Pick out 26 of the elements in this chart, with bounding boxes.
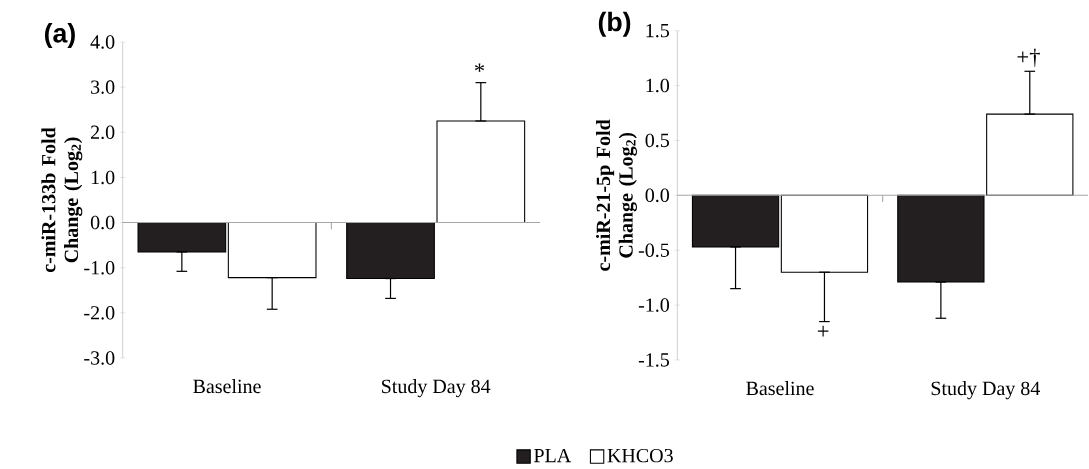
x-tick-label: Study Day 84 bbox=[931, 380, 1040, 400]
y-tick-label: 4.0 bbox=[90, 34, 115, 49]
annotation: +† bbox=[1017, 48, 1040, 67]
x-tick-label: Baseline bbox=[746, 380, 814, 395]
y-tick-label: -1.0 bbox=[84, 260, 115, 275]
annotation: + bbox=[817, 325, 829, 337]
y-tick-label: -0.5 bbox=[638, 243, 669, 257]
y-tick-label: -2.0 bbox=[84, 305, 115, 320]
y-tick-label: 1.0 bbox=[91, 170, 115, 184]
y-tick-label: 0.5 bbox=[645, 133, 669, 148]
x-tick-label: Study Day 84 bbox=[382, 378, 491, 398]
chart-title: (a) bbox=[44, 22, 75, 48]
y-tick-label: 0.0 bbox=[645, 188, 670, 202]
y-tick-label: 1.0 bbox=[646, 78, 670, 93]
legend-label: KHCO3 bbox=[607, 448, 673, 463]
y-tick-label: 1.5 bbox=[646, 23, 669, 38]
x-tick-label: Baseline bbox=[193, 378, 261, 393]
y-tick-label: 0.0 bbox=[90, 215, 115, 230]
y-tick-label: 2.0 bbox=[91, 125, 115, 139]
annotation: * bbox=[474, 63, 485, 72]
y-tick-label: 3.0 bbox=[91, 80, 115, 94]
legend-label: PLA bbox=[534, 448, 572, 462]
y-tick-label: -3.0 bbox=[84, 350, 115, 365]
y-tick-label: -1.0 bbox=[638, 298, 670, 312]
y-tick-label: -1.5 bbox=[638, 353, 669, 367]
chart-title: (b) bbox=[598, 11, 631, 37]
